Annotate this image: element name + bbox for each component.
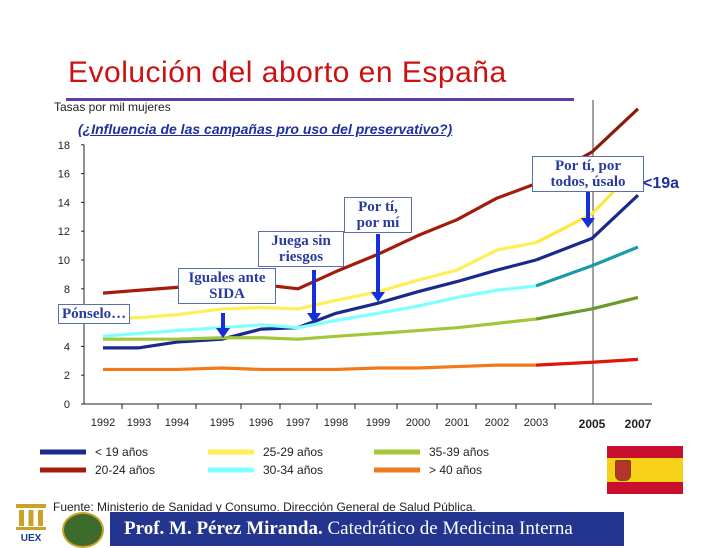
y-tick-label: 16 (58, 169, 70, 181)
series-line-age30_34 (102, 284, 537, 338)
x-tick-label: 1998 (324, 417, 348, 429)
x-tick-label: 1994 (165, 417, 189, 429)
under19-end-label: <19a (643, 175, 680, 192)
y-tick-label: 10 (58, 255, 70, 267)
legend-label: > 40 años (429, 463, 482, 477)
y-tick-label: 18 (58, 140, 70, 152)
title-underline (66, 98, 574, 101)
series-line-age20_24 (102, 182, 537, 295)
arrow-head (371, 292, 385, 302)
university-logo: UEX (16, 504, 46, 544)
faculty-seal-icon (62, 512, 104, 548)
chart-subtitle: (¿Influencia de las campañas pro uso del… (78, 121, 453, 137)
series-projection-under19 (535, 194, 640, 262)
arrow-head (216, 328, 230, 338)
series-projection-age30_34 (535, 245, 639, 288)
legend-label: 35-39 años (429, 445, 489, 459)
callout-iguales: Iguales ante SIDA (178, 268, 276, 304)
source-note: Fuente: Ministerio de Sanidad y Consumo.… (53, 500, 476, 514)
legend-label: 20-24 años (95, 463, 155, 477)
series-line-age25_29 (102, 241, 537, 321)
legend-label: 25-29 años (263, 445, 323, 459)
callout-por-ti: Por tí, por mí (344, 197, 412, 233)
legend-label: < 19 años (95, 445, 148, 459)
x-tick-label: 2003 (524, 417, 548, 429)
y-tick-label: 8 (64, 284, 70, 296)
x-tick-label: 2002 (485, 417, 509, 429)
legend-label: 30-34 años (263, 463, 323, 477)
author-role: Catedrático de Medicina Interna (322, 518, 573, 539)
x-tick-label: 2005 (579, 417, 606, 431)
callout-por-todos: Por tí, por todos, úsalo (532, 156, 644, 192)
slide-title: Evolución del aborto en España (68, 56, 507, 89)
x-tick-label: 2001 (445, 417, 469, 429)
x-tick-label: 2007 (625, 417, 652, 431)
footer-bar: Prof. M. Pérez Miranda. Catedrático de M… (110, 512, 624, 546)
series-line-under19 (103, 258, 537, 350)
spain-flag-icon (607, 446, 683, 494)
y-tick-label: 2 (64, 370, 70, 382)
y-axis-title: Tasas por mil mujeres (54, 100, 171, 114)
author-name: Prof. M. Pérez Miranda. (124, 518, 323, 539)
x-tick-label: 2000 (406, 417, 430, 429)
series-line-age35_39 (103, 317, 537, 341)
x-tick-label: 1995 (210, 417, 234, 429)
x-tick-label: 1992 (91, 417, 115, 429)
x-tick-label: 1999 (366, 417, 390, 429)
arrow-head (581, 218, 595, 228)
series-line-over40 (103, 363, 536, 372)
y-tick-label: 0 (64, 399, 70, 411)
callout-juega: Juega sin riesgos (258, 231, 344, 267)
x-tick-label: 1996 (249, 417, 273, 429)
x-tick-label: 1993 (127, 417, 151, 429)
callout-ponselo: Pónselo… (58, 304, 131, 324)
arrow-head (307, 313, 321, 323)
logo-text: UEX (21, 533, 42, 544)
coat-of-arms-icon (615, 460, 631, 481)
series-projection-age35_39 (535, 295, 639, 321)
y-tick-label: 12 (58, 226, 70, 238)
x-tick-label: 1997 (286, 417, 310, 429)
y-tick-label: 4 (64, 341, 70, 353)
series-projection-over40 (535, 357, 639, 367)
y-tick-label: 14 (58, 197, 70, 209)
